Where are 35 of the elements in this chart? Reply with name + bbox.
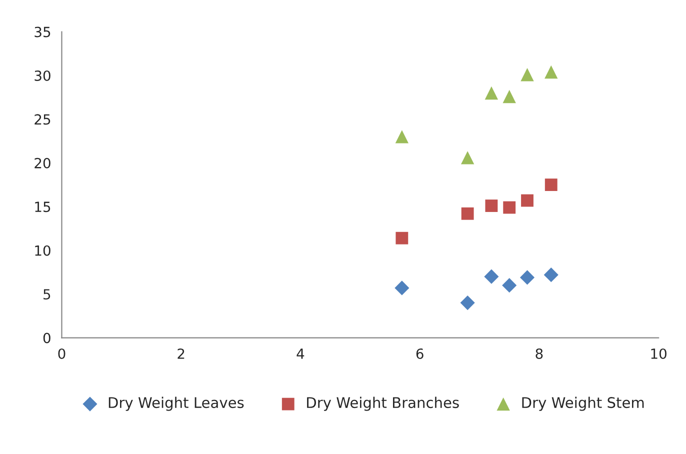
legend-label: Dry Weight Branches [307, 396, 459, 411]
y-tick-label: 30 [34, 70, 50, 81]
x-tick-label: 4 [296, 348, 304, 359]
x-tick-label: 6 [416, 348, 424, 359]
point [520, 270, 535, 285]
point [544, 65, 558, 79]
point [503, 201, 516, 214]
point [484, 86, 498, 100]
legend-label: Dry Weight Stem [522, 396, 644, 411]
x-tick-label: 10 [651, 348, 666, 359]
y-tick-label: 35 [34, 26, 50, 38]
point [395, 130, 409, 144]
x-tick-label: 0 [58, 348, 66, 359]
point [502, 90, 516, 104]
point [394, 280, 410, 296]
y-tick-label: 0 [43, 332, 50, 344]
point [460, 151, 474, 164]
point [460, 296, 475, 310]
y-tick-label: 15 [35, 202, 50, 212]
point [521, 194, 534, 207]
y-tick-label: 10 [35, 245, 50, 256]
y-tick-label: 25 [34, 114, 50, 125]
y-tick-label: 20 [34, 158, 50, 168]
legend-label: Dry Weight Leaves [108, 396, 244, 411]
point [544, 268, 558, 282]
point [520, 68, 534, 82]
x-tick-label: 2 [178, 348, 184, 359]
point [544, 178, 558, 191]
x-tick-label: 8 [536, 348, 543, 359]
point [396, 232, 408, 244]
y-tick-label: 5 [44, 289, 50, 300]
point [485, 200, 498, 212]
point [484, 269, 499, 284]
point [502, 278, 517, 293]
point [461, 207, 474, 220]
